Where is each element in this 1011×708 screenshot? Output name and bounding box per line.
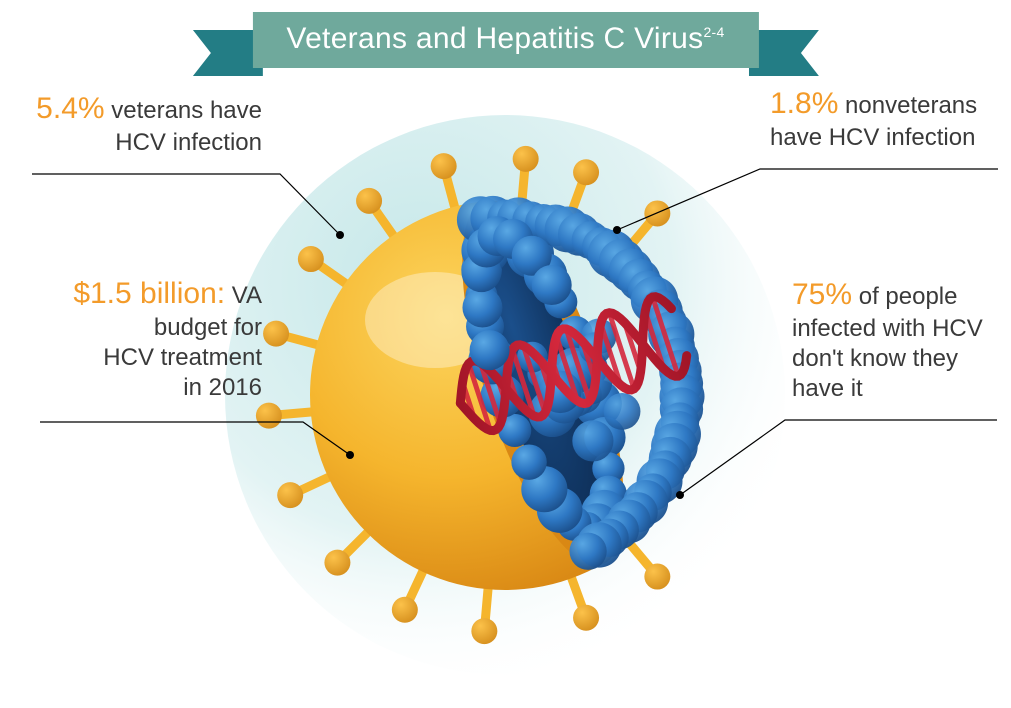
ribbon-center: Veterans and Hepatitis C Virus2-4 — [252, 12, 758, 68]
callout-budget: $1.5 billion: VA budget for HCV treatmen… — [40, 275, 262, 403]
callout-stat: $1.5 billion: — [73, 277, 225, 310]
callout-unaware-pct: 75% of people infected with HCV don't kn… — [792, 276, 997, 404]
ribbon-title: Veterans and Hepatitis C Virus2-4 — [286, 22, 724, 55]
virus-cut-face — [429, 183, 657, 582]
title-ribbon: Veterans and Hepatitis C Virus2-4 — [252, 12, 758, 68]
ribbon-title-sup: 2-4 — [703, 24, 724, 40]
infographic-root: Veterans and Hepatitis C Virus2-4 5.4% v… — [0, 0, 1011, 708]
virus-spikes — [256, 146, 670, 644]
callout-stat: 1.8% — [770, 87, 838, 120]
ribbon-title-text: Veterans and Hepatitis C Virus — [286, 22, 703, 55]
callout-nonveterans-pct: 1.8% nonveterans have HCV infection — [770, 85, 998, 153]
callout-stat: 5.4% — [36, 92, 104, 125]
callout-stat: 75% — [792, 278, 852, 311]
virus-rna-helix — [447, 293, 691, 443]
callout-veterans-pct: 5.4% veterans have HCV infection — [32, 90, 262, 158]
virus-glow — [225, 115, 785, 675]
callout-text: veterans have HCV infection — [105, 97, 262, 156]
virus-capsid-spheres — [457, 196, 705, 570]
virus-outer-shell — [310, 200, 700, 590]
ribbon-tail-right-icon — [749, 30, 819, 76]
